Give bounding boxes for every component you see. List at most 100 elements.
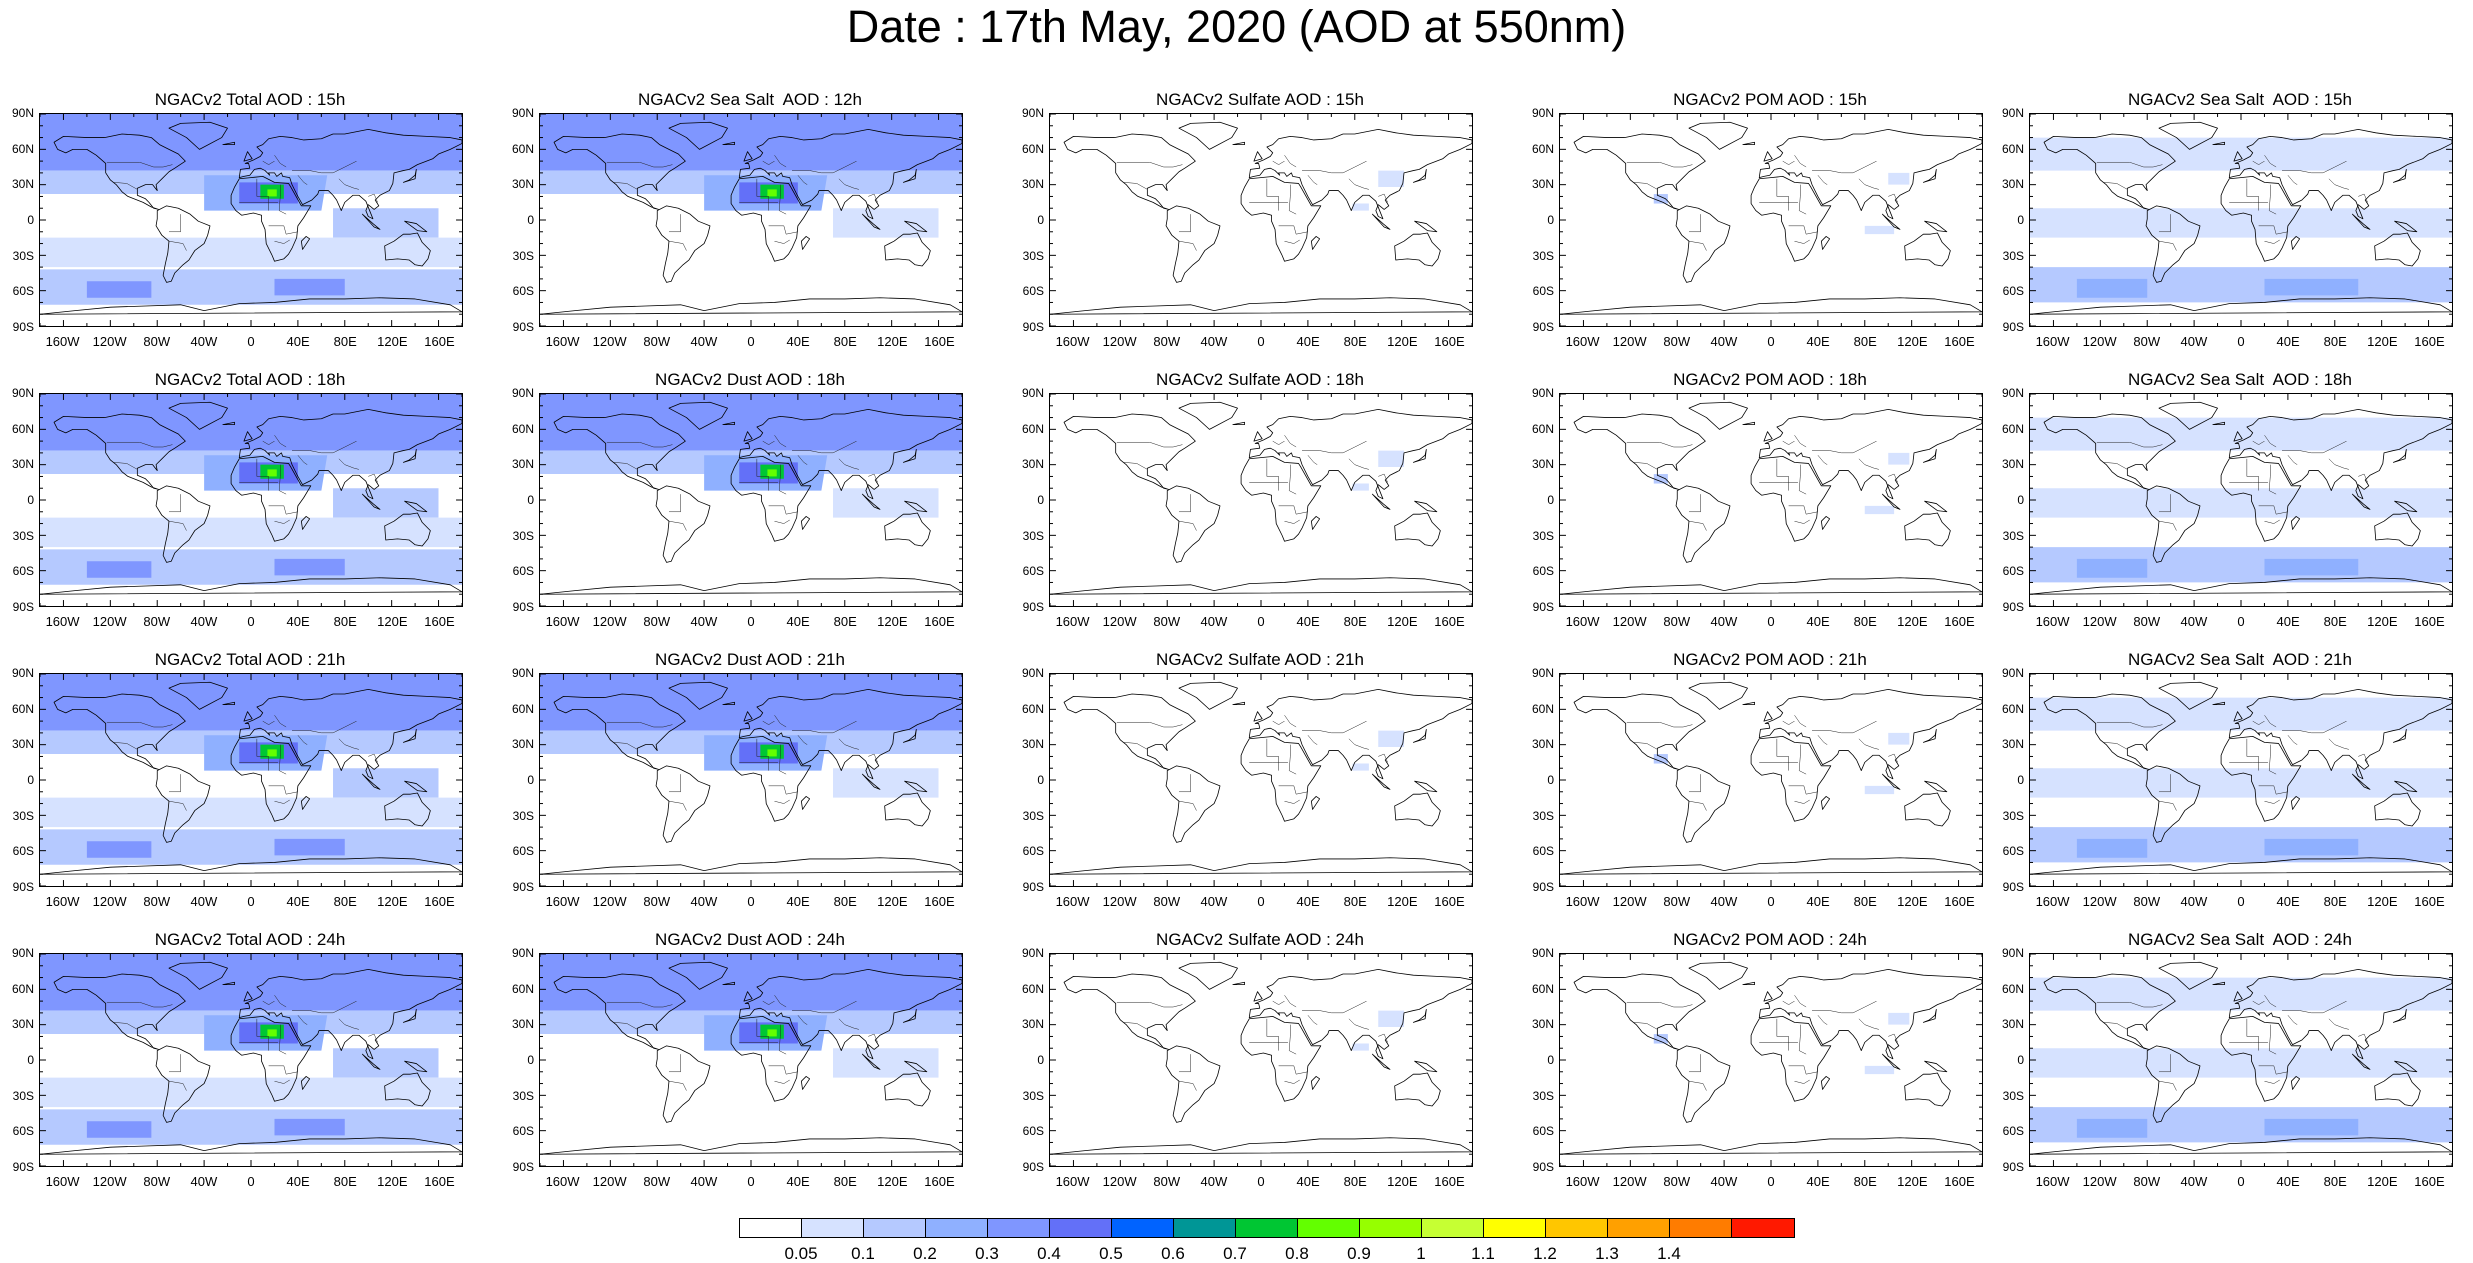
- country-border: [1178, 494, 1191, 513]
- coastline: [1904, 512, 1951, 547]
- lon-label: 40E: [1296, 614, 1320, 629]
- map-panel: NGACv2 Sulfate AOD : 15h 90N 60N 30N 0 30S 60S…: [1010, 90, 1510, 352]
- country-border: [768, 1065, 798, 1075]
- country-border: [2282, 1000, 2347, 1014]
- map-panel: NGACv2 Sea Salt AOD : 24h 90N 60N 30N 0 30S 60…: [1990, 930, 2473, 1192]
- country-border: [797, 735, 808, 745]
- country-border: [1284, 1079, 1300, 1084]
- country-border: [1272, 160, 1285, 165]
- coastline: [1240, 176, 1322, 262]
- lat-label: 90N: [2001, 386, 2024, 400]
- country-border: [774, 239, 790, 244]
- map-panel: NGACv2 Sulfate AOD : 21h 90N 60N 30N 0 30S 60S…: [1010, 650, 1510, 912]
- country-border: [2268, 464, 2277, 495]
- lon-label: 80E: [1343, 334, 1367, 349]
- lon-label: 40W: [690, 894, 718, 909]
- lon-label: 40W: [2180, 614, 2208, 629]
- country-border: [1798, 184, 1807, 215]
- colorbar-label: 0.4: [1037, 1244, 1061, 1263]
- country-border: [2258, 225, 2288, 235]
- coastline: [1240, 456, 1322, 542]
- colorbar-label: 0.6: [1161, 1244, 1185, 1263]
- coastline: [1675, 205, 1731, 283]
- lat-label: 90N: [2001, 946, 2024, 960]
- country-border: [168, 774, 181, 793]
- country-border: [1794, 799, 1810, 804]
- country-border: [106, 161, 173, 168]
- coastline: [1050, 297, 1472, 315]
- country-border: [1776, 178, 1789, 211]
- aod-field: [1050, 954, 1472, 1166]
- country-border: [606, 441, 673, 448]
- lon-label: 120W: [1612, 334, 1647, 349]
- coastline: [1560, 577, 1982, 595]
- country-border: [2258, 1065, 2288, 1075]
- country-border: [2252, 1000, 2265, 1005]
- country-border: [1288, 744, 1297, 775]
- lat-label: 30S: [1022, 1088, 1044, 1103]
- coastline: [1371, 213, 1391, 230]
- country-border: [297, 175, 308, 185]
- coastline: [384, 512, 431, 547]
- lon-label: 80E: [333, 334, 357, 349]
- coastline: [738, 968, 962, 1060]
- coastline: [1820, 516, 1831, 530]
- coastline: [1412, 168, 1427, 183]
- coastline: [1688, 681, 1748, 710]
- lon-label: 80E: [1343, 894, 1367, 909]
- panel-title: NGACv2 Total AOD : 15h: [154, 90, 346, 109]
- coastline: [2030, 577, 2452, 595]
- country-border: [1688, 494, 1701, 513]
- coastline: [361, 213, 381, 230]
- aod-shading: [274, 838, 345, 856]
- colorbar-label: 0.5: [1099, 1244, 1123, 1263]
- country-border: [668, 774, 681, 793]
- lon-label: 160E: [1434, 894, 1465, 909]
- country-border: [792, 1000, 857, 1014]
- coastline: [1371, 1053, 1391, 1070]
- country-border: [1812, 160, 1877, 174]
- lat-label: 30N: [1021, 1017, 1044, 1032]
- map-panel: NGACv2 Sea Salt AOD : 21h 90N 60N 30N 0 30S 60…: [1990, 650, 2473, 912]
- aod-shading: [2076, 1118, 2148, 1138]
- coastline: [2030, 1137, 2452, 1155]
- lon-label: 40E: [786, 894, 810, 909]
- country-border: [2103, 182, 2128, 190]
- lon-label: 0: [247, 334, 255, 349]
- country-border: [1284, 715, 1297, 728]
- country-border: [1123, 182, 1148, 190]
- country-border: [106, 441, 173, 448]
- country-border: [1378, 753, 1388, 763]
- lon-label: 120E: [1897, 334, 1928, 349]
- country-border: [1266, 1018, 1279, 1051]
- country-border: [1348, 458, 1369, 470]
- panel-title: NGACv2 Sea Salt AOD : 12h: [638, 90, 862, 109]
- country-border: [1278, 505, 1308, 515]
- coastline: [1310, 236, 1321, 250]
- lon-label: 40W: [190, 894, 218, 909]
- coastline: [1165, 1045, 1221, 1123]
- country-border: [2264, 239, 2280, 244]
- colorbar-swatch: [1050, 1219, 1112, 1237]
- lat-label: 60N: [1531, 981, 1554, 996]
- lat-label: 90S: [1022, 1160, 1044, 1174]
- coastline: [2220, 456, 2302, 542]
- lat-label: 90S: [512, 320, 534, 334]
- lon-label: 80W: [2133, 334, 2161, 349]
- coastline: [655, 485, 711, 563]
- aod-shading: [274, 278, 345, 296]
- country-border: [613, 462, 638, 470]
- lon-label: 160W: [1565, 1174, 1600, 1189]
- country-border: [297, 735, 308, 745]
- lat-label: 90S: [512, 600, 534, 614]
- coastline: [2030, 857, 2452, 875]
- lat-label: 30S: [1022, 248, 1044, 263]
- coastline: [1253, 431, 1263, 442]
- coastline: [1165, 485, 1221, 563]
- lon-label: 40W: [190, 1174, 218, 1189]
- lat-label: 0: [1547, 1053, 1554, 1067]
- lon-label: 0: [1767, 334, 1775, 349]
- lat-label: 60S: [12, 844, 34, 859]
- coastline: [40, 297, 462, 315]
- coastline: [230, 456, 312, 542]
